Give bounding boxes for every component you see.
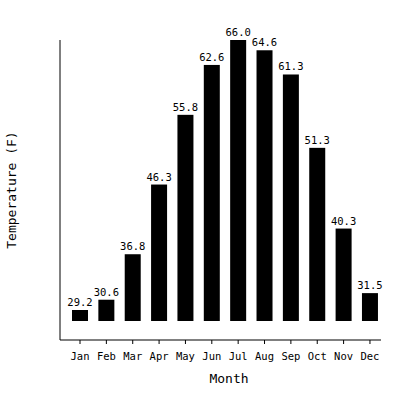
x-tick [238,340,239,344]
bar [230,40,246,321]
y-axis-line [60,40,61,340]
bar [257,50,273,321]
data-label: 36.8 [120,240,145,252]
data-label: 66.0 [226,26,251,38]
data-label: 64.6 [252,36,277,48]
bar [309,148,325,321]
x-tick [159,340,160,344]
bar [98,300,114,321]
chart-container: 29.230.6 36.8 46.3 55.8 62.6 66.064.661.3 51.3… [0,0,400,400]
data-label: 40.3 [331,215,356,227]
x-tick-label: Oct [308,350,327,362]
data-label: 46.3 [146,171,171,183]
data-label: 51.3 [305,134,330,146]
x-tick [264,340,265,344]
x-tick [290,340,291,344]
x-tick-label: May [176,350,195,362]
x-tick [343,340,344,344]
bar [151,185,167,321]
x-tick [132,340,133,344]
x-tick-label: Jul [229,350,248,362]
x-axis-line [60,340,381,341]
y-axis-label: Temperature (F) [4,131,19,248]
x-tick-label: Apr [150,350,169,362]
chart-svg: 29.230.6 36.8 46.3 55.8 62.6 66.064.661.3 51.3… [0,0,400,400]
bar [125,254,141,321]
x-tick [106,340,107,344]
bar [204,65,220,321]
data-label: 30.6 [94,286,119,298]
bar [177,115,193,321]
data-label: 55.8 [173,101,198,113]
x-tick [211,340,212,344]
data-label: 31.5 [357,279,382,291]
bar [283,74,299,321]
x-tick-label: Nov [334,350,353,362]
x-tick [369,340,370,344]
x-tick [185,340,186,344]
data-label: 29.2 [67,296,92,308]
bar [336,229,352,321]
x-tick-label: Aug [255,350,274,362]
bar [362,293,378,321]
x-tick [80,340,81,344]
x-axis-label: Month [209,371,248,386]
bars [72,40,378,321]
bar [72,310,88,321]
x-tick-label: Jan [71,350,90,362]
x-tick [317,340,318,344]
x-tick-label: Mar [123,350,142,362]
x-tick-label: Dec [360,350,379,362]
data-label: 62.6 [199,51,224,63]
x-tick-label: Jun [202,350,221,362]
x-tick-label: Sep [281,350,300,362]
x-tick-label: Feb [97,350,116,362]
data-label: 61.3 [278,60,303,72]
